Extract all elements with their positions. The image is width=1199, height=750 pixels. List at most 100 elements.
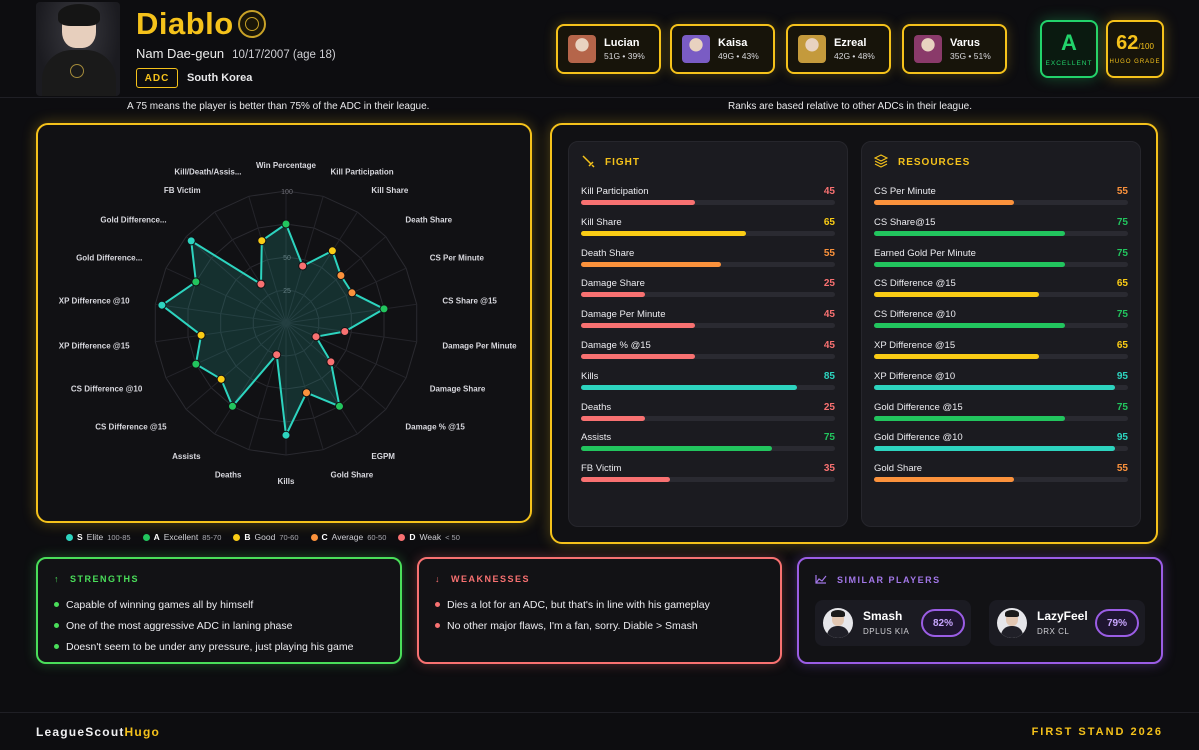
champion-portrait-icon	[682, 35, 710, 63]
grade-letter-badge: A EXCELLENT	[1040, 20, 1098, 78]
legend-item: C Average 60-50	[310, 532, 386, 542]
radar-axis-label: Damage Per Minute	[442, 342, 517, 351]
stat-row: Kill Participation 45	[581, 186, 835, 205]
stat-row: Earned Gold Per Minute 75	[874, 248, 1128, 267]
stat-label: Assists	[581, 432, 612, 444]
radar-spoke	[285, 322, 407, 379]
radar-axis-label: Assists	[172, 452, 201, 461]
stat-value: 55	[1116, 463, 1128, 475]
stat-value: 65	[1116, 340, 1128, 351]
legend-item: S Elite 100-85	[66, 532, 131, 542]
stat-label: CS Share@15	[874, 216, 936, 228]
champion-card[interactable]: Lucian 51G • 39%	[556, 24, 661, 74]
radar-spoke	[155, 322, 287, 343]
similar-player-team: DRX CL	[1037, 627, 1070, 636]
champion-card[interactable]: Ezreal 42G • 48%	[786, 24, 891, 74]
stat-bar-track	[874, 261, 1128, 267]
stat-bar-track	[581, 292, 835, 298]
radar-spoke	[285, 211, 358, 324]
radar-point	[256, 279, 266, 289]
radar-axis-label: Win Percentage	[256, 161, 316, 170]
champion-card[interactable]: Varus 35G • 51%	[902, 24, 1007, 74]
layers-icon	[873, 154, 889, 171]
radar-point	[335, 401, 344, 411]
stat-row: Death Share 55	[581, 247, 835, 267]
stats-panel: FIGHT Kill Participation 45 Kill Share 65 De…	[550, 123, 1158, 544]
stat-bar-track	[874, 477, 1128, 483]
stat-row: Assists 75	[581, 432, 835, 452]
stat-bar-track	[581, 323, 835, 329]
bullet-icon	[54, 623, 59, 628]
stat-bar-fill	[874, 354, 1040, 359]
radar-spoke	[285, 236, 387, 324]
radar-point	[281, 430, 291, 440]
radar-point	[186, 236, 196, 246]
stat-label: Damage % @15	[581, 340, 651, 351]
similarity-badge: 79%	[1095, 609, 1139, 637]
stat-bar-track	[874, 354, 1128, 359]
stat-value: 55	[1116, 186, 1128, 197]
player-photo	[36, 2, 120, 96]
radar-point	[336, 271, 346, 280]
stat-label: Death Share	[581, 247, 635, 259]
stat-value: 45	[823, 309, 835, 321]
champion-name: Ezreal	[834, 37, 867, 49]
role-badge: ADC	[136, 68, 178, 88]
legend-item: A Excellent 85-70	[142, 532, 221, 542]
stat-row: XP Difference @10 95	[874, 371, 1128, 390]
legend-dot-icon	[66, 533, 73, 541]
champion-card[interactable]: Kaisa 49G • 43%	[670, 24, 775, 74]
radar-axis-label: CS Per Minute	[430, 253, 485, 262]
radar-point	[216, 374, 226, 384]
stat-label: CS Difference @15	[874, 278, 956, 290]
radar-axis-label: Gold Share	[331, 471, 374, 480]
grade-legend: S Elite 100-85 A Excellent 85-70 B Good 70-60 C Av…	[66, 532, 460, 542]
stat-row: Kills 85	[581, 371, 835, 390]
stat-bar-fill	[581, 230, 747, 236]
radar-axis-label: Kill/Death/Assis...	[174, 167, 241, 176]
strength-item: One of the most aggressive ADC in laning…	[54, 619, 353, 632]
stat-row: Damage % @15 45	[581, 340, 835, 359]
stat-bar-track	[874, 323, 1128, 329]
champion-stat: 51G • 39%	[604, 51, 645, 61]
stat-bar-fill	[581, 323, 696, 329]
radar-spoke	[214, 211, 287, 324]
stat-bar-track	[581, 446, 835, 452]
radar-spoke	[285, 196, 324, 324]
bullet-icon	[435, 602, 440, 607]
stat-label: Damage Share	[581, 278, 645, 290]
stat-label: CS Per Minute	[874, 186, 936, 197]
similarity-badge: 82%	[921, 609, 965, 637]
bullet-icon	[54, 602, 59, 607]
weaknesse-item: Dies a lot for an ADC, but that's in lin…	[435, 598, 710, 611]
similar-player-card[interactable]: Smash DPLUS KIA 82%	[815, 600, 971, 646]
radar-axis-label: Damage Share	[430, 385, 486, 394]
avatar	[823, 608, 853, 638]
stat-bar-track	[874, 446, 1128, 452]
stat-bar-fill	[874, 261, 1065, 267]
champion-name: Varus	[950, 37, 980, 49]
champion-stat: 49G • 43%	[718, 51, 759, 61]
stat-row: CS Difference @10 75	[874, 309, 1128, 329]
radar-axis-label: EGPM	[371, 452, 395, 461]
stat-value: 75	[1116, 216, 1128, 228]
legend-dot-icon	[398, 533, 406, 541]
stat-value: 55	[823, 247, 835, 259]
radar-spoke	[285, 267, 407, 324]
stat-bar-fill	[874, 200, 1014, 205]
radar-point	[311, 332, 321, 342]
radar-axis-label: Kills	[278, 477, 295, 486]
similar-player-card[interactable]: LazyFeel DRX CL 79%	[989, 600, 1145, 646]
stat-row: Deaths 25	[581, 402, 835, 421]
radar-point	[157, 300, 167, 310]
champion-name: Kaisa	[718, 37, 748, 49]
radar-point	[340, 327, 350, 336]
radar-series-area	[160, 223, 385, 437]
stat-bar-track	[581, 384, 835, 390]
stat-label: Gold Share	[874, 463, 923, 475]
radar-axis-label: CS Difference @15	[95, 423, 167, 432]
rank-note: Ranks are based relative to other ADCs i…	[728, 101, 973, 112]
stat-value: 45	[823, 340, 835, 351]
radar-point	[191, 359, 201, 369]
stat-bar-track	[874, 200, 1128, 205]
